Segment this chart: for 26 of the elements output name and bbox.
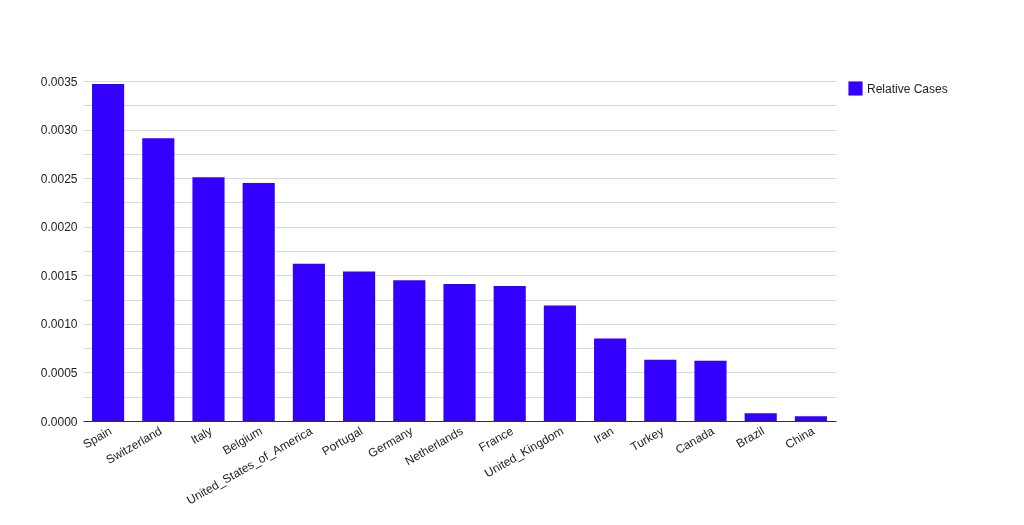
legend-label: Relative Cases xyxy=(867,81,948,96)
bar xyxy=(192,177,225,421)
bar xyxy=(142,138,175,421)
x-tick-label: China xyxy=(782,423,818,452)
y-tick-label: 0.0025 xyxy=(40,171,78,186)
bar xyxy=(543,305,576,421)
bar xyxy=(242,183,275,421)
x-tick-label: Iran xyxy=(591,423,617,447)
bar xyxy=(292,263,325,421)
y-tick-label: 0.0020 xyxy=(40,220,78,235)
y-tick-label: 0.0000 xyxy=(40,414,78,429)
y-tick-label: 0.0035 xyxy=(40,74,78,89)
bar xyxy=(744,413,777,421)
bar xyxy=(443,284,476,421)
y-tick-label: 0.0010 xyxy=(40,317,78,332)
y-tick-label: 0.0030 xyxy=(40,123,78,138)
y-tick-label: 0.0005 xyxy=(40,365,78,380)
bar xyxy=(644,359,677,421)
bar xyxy=(493,285,526,421)
bar xyxy=(694,360,727,421)
bar xyxy=(594,338,627,421)
bar xyxy=(794,416,827,421)
bar xyxy=(343,271,376,421)
bar xyxy=(393,280,426,421)
y-tick-label: 0.0015 xyxy=(40,268,78,283)
bar xyxy=(92,83,125,421)
